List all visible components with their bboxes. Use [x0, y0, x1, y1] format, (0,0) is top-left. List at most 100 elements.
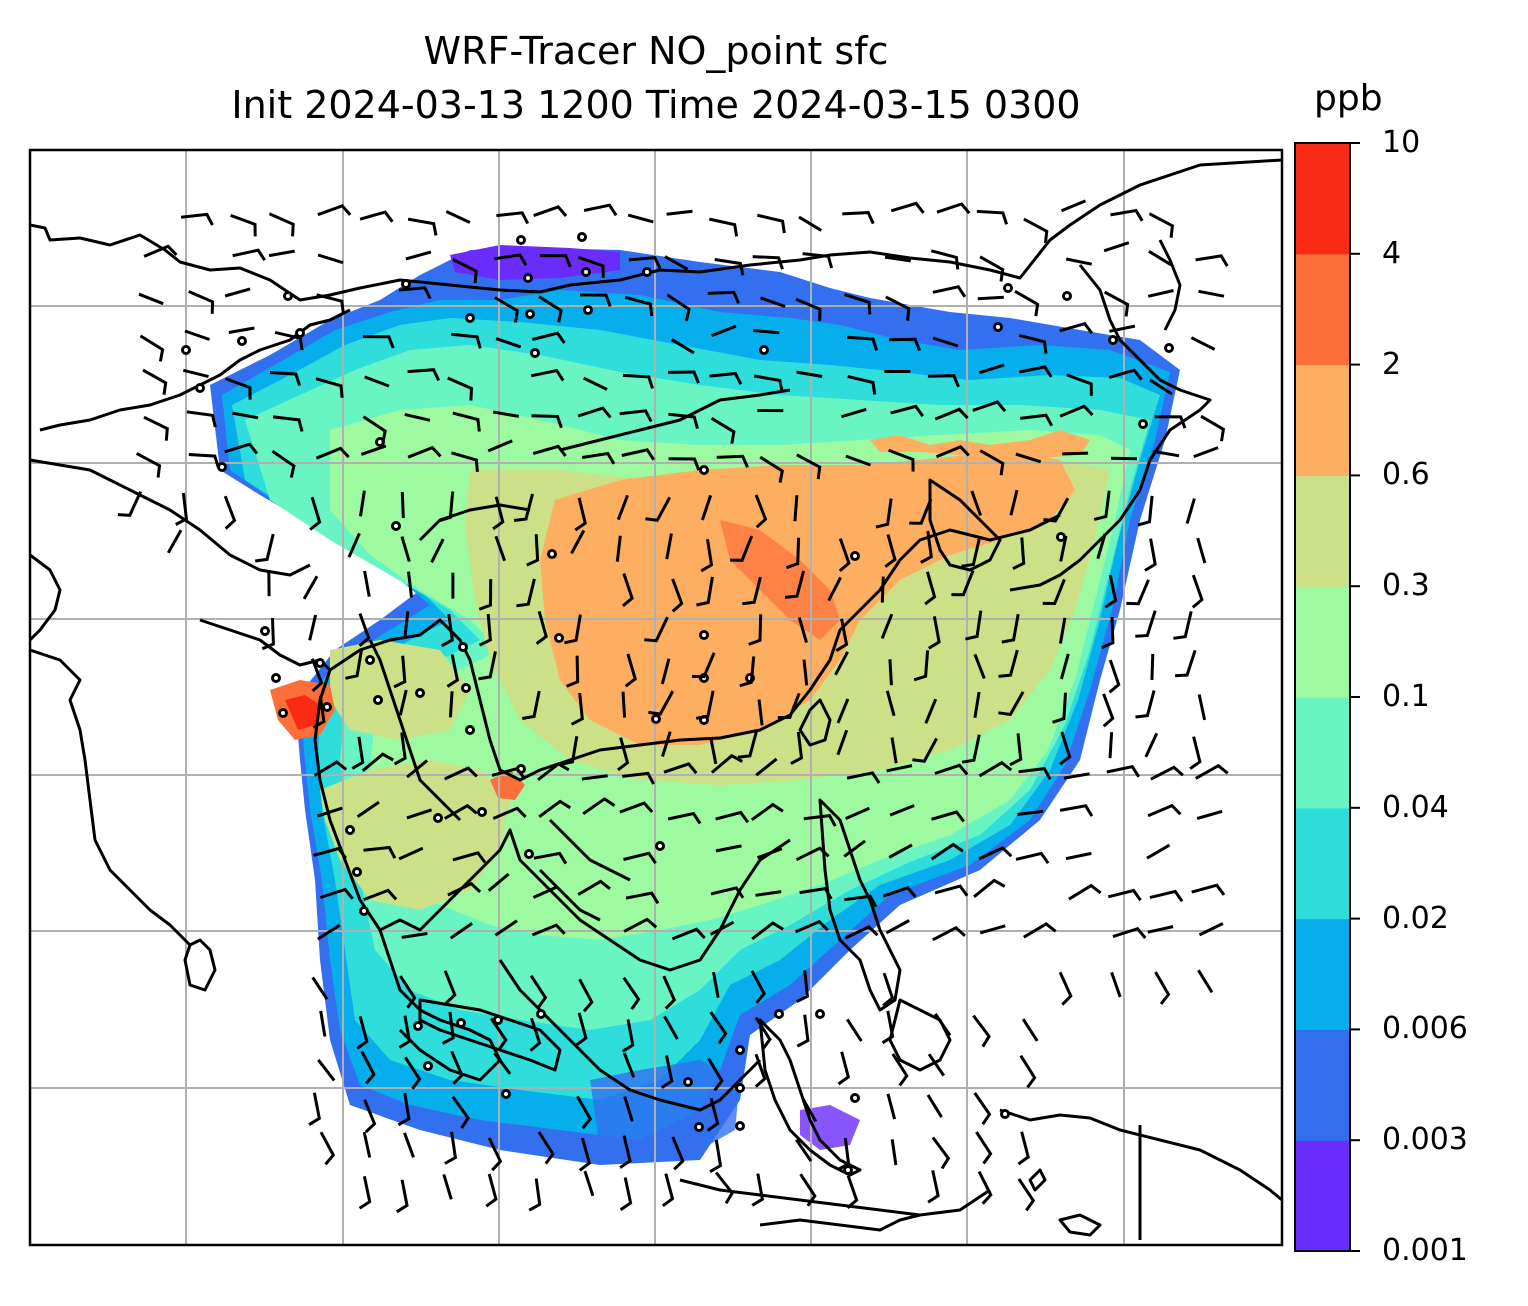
wind-barb [1017, 1131, 1030, 1166]
wind-barb [930, 249, 960, 270]
wind-barb [450, 1050, 464, 1085]
wind-barb [583, 1170, 595, 1197]
colorbar-segment [1295, 1140, 1350, 1252]
wind-barb [441, 1011, 455, 1045]
wind-barb [224, 287, 251, 298]
wind-barb [934, 884, 969, 897]
wind-barb [1196, 809, 1223, 820]
wind-barb [1019, 365, 1053, 378]
wind-barb [617, 737, 630, 772]
wind-barb [668, 457, 701, 471]
wind-barb [316, 293, 345, 314]
wind-barb [619, 801, 654, 814]
wind-barbs [117, 199, 1229, 1214]
wind-barb [1059, 804, 1094, 817]
wind-barb [785, 537, 801, 570]
wind-barb [491, 766, 526, 780]
wind-barb [891, 1053, 909, 1087]
wind-barb [312, 695, 326, 729]
wind-barb [1058, 617, 1067, 644]
wind-barb [579, 293, 612, 307]
wind-barb [1102, 693, 1115, 728]
wind-barb [575, 1012, 588, 1047]
wind-barb [742, 576, 762, 606]
wind-barb [1147, 925, 1174, 934]
wind-barb [452, 258, 478, 284]
wind-barb [255, 533, 275, 563]
wind-barb [1059, 653, 1070, 680]
wind-barb [1103, 241, 1130, 253]
wind-barb [619, 1135, 632, 1169]
wind-barb [757, 699, 764, 726]
wind-barb [623, 917, 658, 933]
wind-barb [888, 448, 915, 472]
wind-barb [361, 752, 394, 772]
wind-barb [700, 494, 713, 521]
wind-barb [709, 738, 718, 765]
wind-barb [531, 331, 566, 344]
wind-barb [622, 771, 655, 785]
wind-barb [443, 970, 457, 1005]
wind-barb [931, 1136, 951, 1170]
wind-barb [1175, 649, 1197, 678]
wind-barb [583, 203, 618, 217]
wind-barb [581, 451, 616, 465]
wind-barb [660, 658, 671, 685]
wind-barb [843, 839, 866, 858]
wind-barb [714, 258, 745, 276]
wind-barb [756, 847, 783, 860]
wind-barb [756, 213, 786, 234]
wind-barb [315, 446, 350, 460]
wind-barb [836, 698, 850, 724]
wind-barb [1137, 495, 1154, 527]
wind-barb [494, 535, 507, 562]
wind-barb [496, 211, 530, 225]
wind-barb [913, 650, 930, 682]
wind-barb [224, 377, 252, 400]
wind-barb [1191, 883, 1226, 896]
wind-barb [1015, 452, 1042, 464]
wind-barb [710, 753, 744, 774]
wind-barb [667, 370, 700, 384]
wind-barb [796, 370, 823, 378]
wind-barb [623, 851, 657, 865]
wind-barb [1153, 449, 1180, 458]
colorbar-tick-label: 2 [1382, 346, 1402, 382]
wind-barb [932, 925, 966, 942]
wind-barb [184, 329, 210, 341]
figure-title: WRF-Tracer NO_point sfc [423, 29, 889, 73]
wind-barb [979, 924, 1006, 935]
wind-barb [363, 845, 397, 859]
colorbar-segment [1295, 807, 1350, 920]
wind-barb [513, 493, 534, 522]
wind-barb [232, 411, 259, 420]
wind-barb [268, 249, 295, 258]
wind-barb [885, 295, 911, 321]
wind-barb [443, 803, 478, 820]
wind-barb [889, 804, 915, 817]
wind-barb [269, 371, 302, 386]
wind-barb [796, 1014, 810, 1048]
wind-barb [796, 453, 822, 480]
wind-barb [364, 375, 390, 388]
wind-barb [485, 1173, 498, 1208]
wind-barb [430, 538, 445, 564]
wind-barb [521, 690, 541, 720]
wind-barb [846, 771, 881, 784]
wind-barb [1110, 456, 1138, 461]
wind-barb [493, 1052, 512, 1075]
wind-barb [1096, 533, 1107, 560]
wind-barb [1144, 538, 1157, 572]
wind-barb [934, 763, 969, 776]
wind-barb [730, 535, 754, 562]
wind-barb [790, 731, 804, 765]
wind-barb [671, 1136, 685, 1171]
wind-barb [621, 573, 634, 608]
wind-barb [664, 255, 689, 271]
wind-barb [316, 923, 341, 941]
colorbar-tick-label: 0.1 [1382, 679, 1430, 714]
gridlines [30, 150, 1282, 1245]
wind-barb [581, 774, 608, 781]
wind-barb [930, 842, 964, 861]
